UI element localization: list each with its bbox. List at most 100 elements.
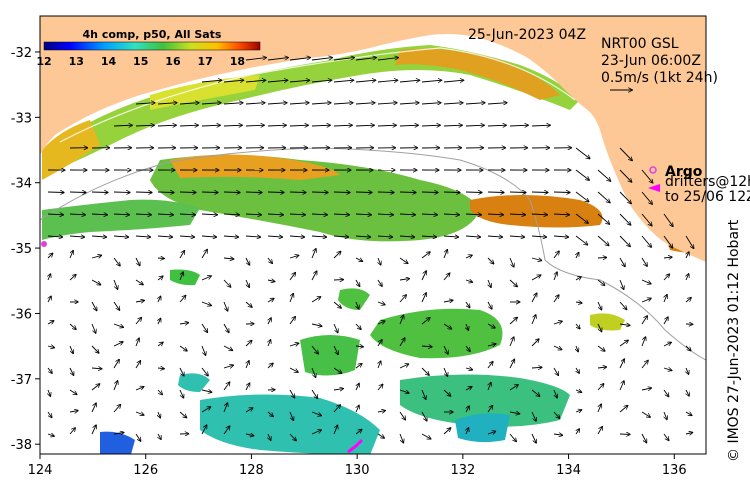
current-vector bbox=[443, 236, 458, 237]
current-vector bbox=[245, 434, 254, 436]
current-vector bbox=[597, 257, 606, 258]
current-vector bbox=[333, 80, 354, 82]
current-vector bbox=[91, 192, 108, 193]
current-vector bbox=[158, 433, 161, 439]
current-vector bbox=[641, 433, 647, 443]
current-vector bbox=[576, 429, 579, 435]
current-vector bbox=[355, 58, 376, 61]
current-vector bbox=[421, 411, 427, 421]
current-vector bbox=[377, 384, 383, 391]
current-vector bbox=[576, 367, 579, 373]
current-vector bbox=[289, 317, 295, 325]
current-vector bbox=[575, 213, 588, 223]
current-vector bbox=[488, 383, 491, 391]
date-label: 25-Jun-2023 04Z bbox=[468, 27, 586, 43]
current-vector bbox=[333, 58, 354, 61]
current-vector bbox=[421, 389, 426, 399]
colorbar-tick-label: 12 bbox=[36, 55, 51, 68]
current-vector bbox=[267, 280, 275, 282]
current-vector bbox=[268, 340, 271, 347]
current-vector bbox=[399, 214, 415, 215]
current-vector bbox=[333, 425, 338, 435]
current-vector bbox=[135, 433, 141, 441]
current-vector bbox=[553, 251, 559, 259]
current-vector bbox=[267, 363, 273, 369]
current-vector bbox=[377, 125, 396, 126]
current-vector bbox=[443, 345, 448, 354]
drifter-track bbox=[347, 438, 364, 454]
current-vector bbox=[246, 361, 249, 369]
current-vector bbox=[663, 235, 673, 248]
current-vector bbox=[399, 295, 406, 303]
current-vector bbox=[575, 302, 582, 303]
current-vector bbox=[311, 214, 327, 215]
current-vector bbox=[245, 80, 266, 82]
current-vector bbox=[157, 342, 163, 347]
current-vector bbox=[466, 323, 468, 330]
current-vector bbox=[179, 236, 194, 237]
current-vector bbox=[333, 252, 341, 259]
current-vector bbox=[421, 192, 438, 193]
sst-patch-west bbox=[42, 120, 100, 180]
current-vector bbox=[597, 279, 605, 285]
current-vector bbox=[355, 430, 362, 435]
current-vector bbox=[465, 103, 485, 104]
current-vector bbox=[267, 214, 283, 215]
lat-tick-label: -34 bbox=[11, 177, 32, 192]
current-vector bbox=[289, 343, 299, 346]
current-vector bbox=[619, 191, 631, 203]
current-vector bbox=[421, 252, 430, 259]
current-vector bbox=[245, 214, 261, 215]
sst-patch-south2 bbox=[300, 335, 360, 376]
current-vector bbox=[223, 403, 228, 413]
current-vector bbox=[641, 316, 647, 325]
sst-patch-central-orange bbox=[170, 154, 340, 180]
current-vector bbox=[399, 125, 418, 126]
current-vector bbox=[135, 103, 155, 104]
current-vector bbox=[113, 301, 120, 310]
current-vector bbox=[575, 191, 589, 202]
current-vector bbox=[267, 58, 288, 61]
current-vector bbox=[47, 346, 54, 348]
current-vector bbox=[311, 58, 332, 61]
current-vector bbox=[223, 258, 234, 259]
current-vector bbox=[488, 279, 491, 287]
current-vector bbox=[553, 295, 559, 303]
current-vector bbox=[531, 214, 547, 215]
current-vector bbox=[509, 214, 525, 215]
current-vector bbox=[311, 389, 318, 398]
current-vector bbox=[487, 323, 495, 328]
current-vector bbox=[421, 236, 436, 237]
current-vector bbox=[509, 236, 524, 237]
current-vector bbox=[575, 390, 582, 392]
current-vector bbox=[179, 345, 187, 351]
current-vector bbox=[399, 279, 409, 280]
lat-tick-label: -36 bbox=[11, 307, 32, 322]
current-vector bbox=[597, 235, 609, 246]
sst-patch-west-band bbox=[42, 199, 200, 240]
current-vector bbox=[576, 253, 579, 259]
current-vector bbox=[245, 125, 264, 126]
current-vector bbox=[201, 250, 207, 259]
credit-label: © IMOS 27-Jun-2023 01:12 Hobart bbox=[726, 219, 742, 462]
drifter-west bbox=[41, 241, 47, 247]
current-vector bbox=[267, 411, 273, 416]
argo-label: Argo bbox=[665, 164, 703, 180]
sst-patch-south1 bbox=[370, 308, 503, 359]
current-vector bbox=[553, 321, 562, 324]
current-vector bbox=[531, 411, 536, 421]
current-vector bbox=[267, 236, 282, 237]
current-vector bbox=[268, 318, 271, 325]
current-vector bbox=[377, 103, 397, 104]
current-vector bbox=[223, 236, 238, 237]
current-vector bbox=[377, 302, 385, 305]
current-vector bbox=[553, 345, 562, 350]
current-vector bbox=[201, 80, 222, 82]
current-vector bbox=[69, 192, 86, 193]
current-vector bbox=[641, 279, 651, 284]
current-vector bbox=[443, 428, 451, 435]
current-vector bbox=[685, 235, 694, 248]
current-vector bbox=[531, 315, 536, 325]
lon-tick-label: 134 bbox=[556, 463, 581, 478]
current-vectors bbox=[48, 58, 694, 443]
